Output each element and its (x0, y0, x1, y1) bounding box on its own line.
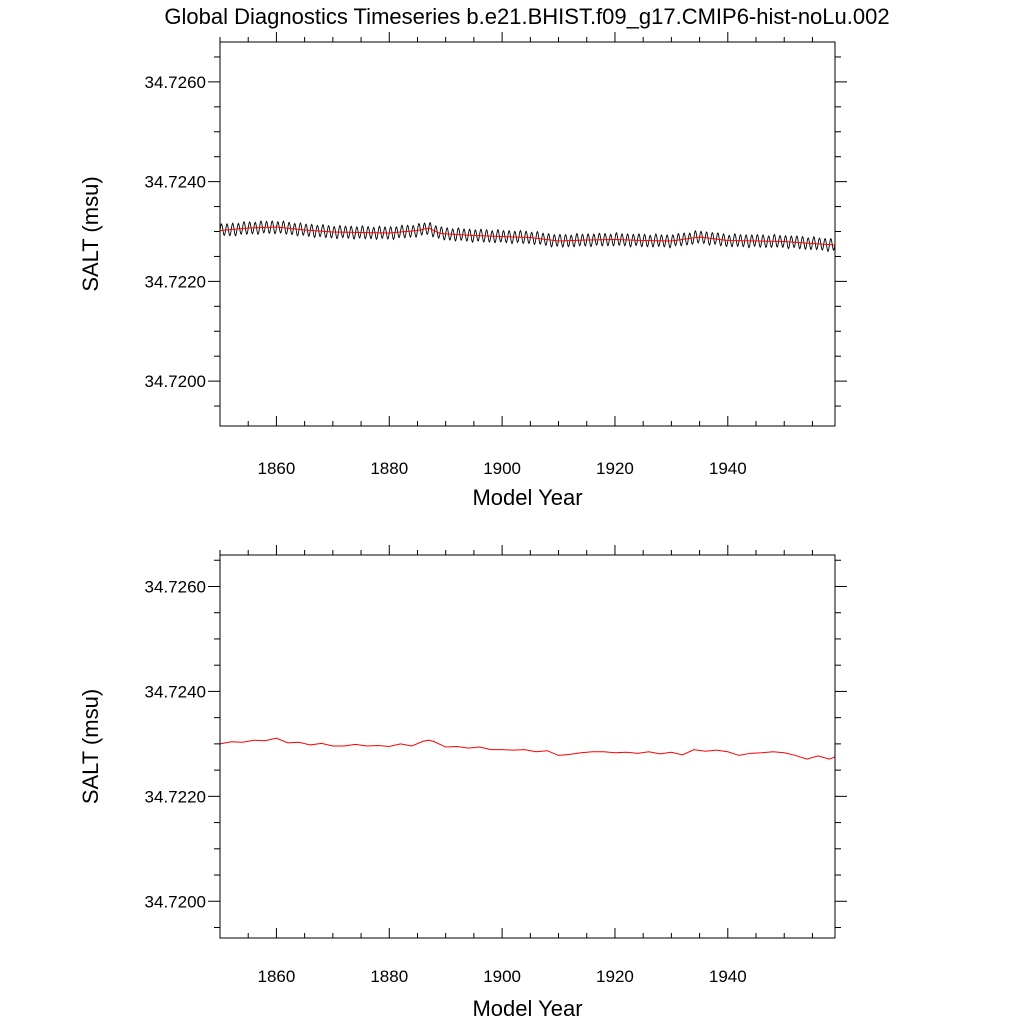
x-tick-label: 1860 (258, 967, 296, 986)
x-axis-title: Model Year (472, 485, 582, 510)
x-tick-label: 1940 (709, 967, 747, 986)
chart-panel-1: 1860 1880 1900 1920 1940 34.7200 34.7220 34.724… (78, 32, 847, 510)
y-tick-label: 34.7200 (145, 892, 206, 911)
plot-frame (219, 554, 836, 939)
y-tick-label: 34.7260 (145, 73, 206, 92)
y-axis-title: SALT (msu) (78, 176, 103, 291)
x-tick-label: 1880 (370, 967, 408, 986)
chart-title: Global Diagnostics Timeseries b.e21.BHIS… (164, 4, 889, 29)
y-tick-label: 34.7240 (145, 173, 206, 192)
chart-panel-2: 1860 1880 1900 1920 1940 34.7200 34.7220 34.724… (78, 545, 847, 1021)
y-tick-label: 34.7260 (145, 577, 206, 596)
y-tick-label: 34.7240 (145, 682, 206, 701)
x-axis-title: Model Year (472, 996, 582, 1021)
x-tick-label: 1880 (370, 459, 408, 478)
x-tick-label: 1920 (596, 459, 634, 478)
series-line-annual-panel1 (220, 226, 835, 246)
x-tick-label: 1860 (258, 459, 296, 478)
x-tick-label: 1900 (483, 459, 521, 478)
series-line-monthly-panel1 (220, 220, 835, 253)
x-tick-label: 1940 (709, 459, 747, 478)
y-tick-label: 34.7220 (145, 272, 206, 291)
y-tick-label: 34.7220 (145, 787, 206, 806)
plot-frame (219, 41, 836, 427)
x-tick-label: 1900 (483, 967, 521, 986)
series-line-annual-panel2 (220, 737, 835, 760)
y-axis-title: SALT (msu) (78, 689, 103, 804)
x-tick-label: 1920 (596, 967, 634, 986)
y-tick-label: 34.7200 (145, 372, 206, 391)
